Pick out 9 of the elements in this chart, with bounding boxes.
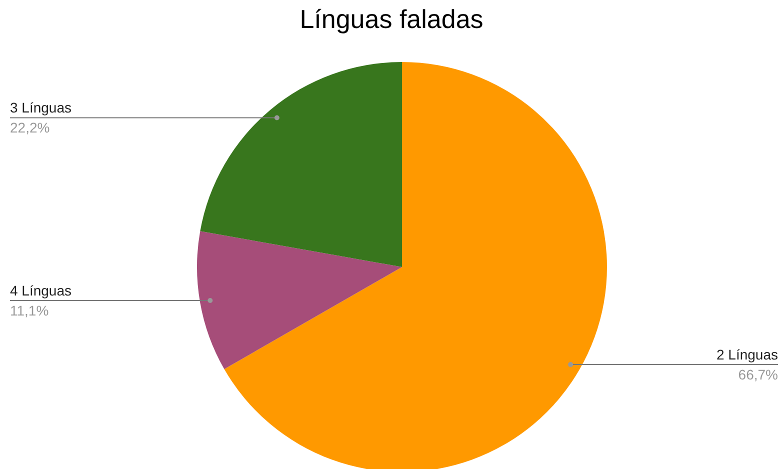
slice-label: 4 Línguas — [10, 282, 72, 298]
data-label: 66,7% — [738, 366, 778, 383]
slice-label: 2 Línguas — [716, 346, 778, 363]
chart-title: Línguas faladas — [298, 4, 484, 35]
pie-slice — [197, 231, 402, 370]
slice-label: 3 Línguas — [10, 100, 72, 116]
data-label: 22,2% — [10, 120, 50, 136]
data-label: 11,1% — [10, 302, 49, 318]
pie-slice — [200, 62, 402, 267]
